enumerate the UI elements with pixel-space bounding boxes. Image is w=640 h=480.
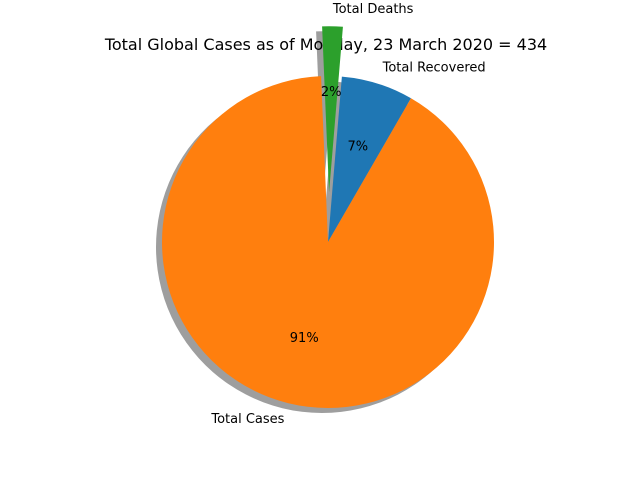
slice-percent-total-deaths: 2% xyxy=(321,85,342,100)
slice-label-total-cases: Total Cases xyxy=(210,412,284,427)
pie-slice-total-cases xyxy=(161,76,494,409)
pie-slices xyxy=(161,26,494,409)
slice-label-total-deaths: Total Deaths xyxy=(332,2,414,17)
slice-label-total-recovered: Total Recovered xyxy=(382,60,486,75)
pie-labels: Total Recovered 7% Total Deaths 2% Total Cas… xyxy=(210,2,485,427)
pie-slice-total-recovered xyxy=(328,76,411,242)
pie-slice-total-deaths xyxy=(322,26,343,193)
slice-percent-total-recovered: 7% xyxy=(347,139,368,154)
slice-percent-total-cases: 91% xyxy=(290,331,319,346)
